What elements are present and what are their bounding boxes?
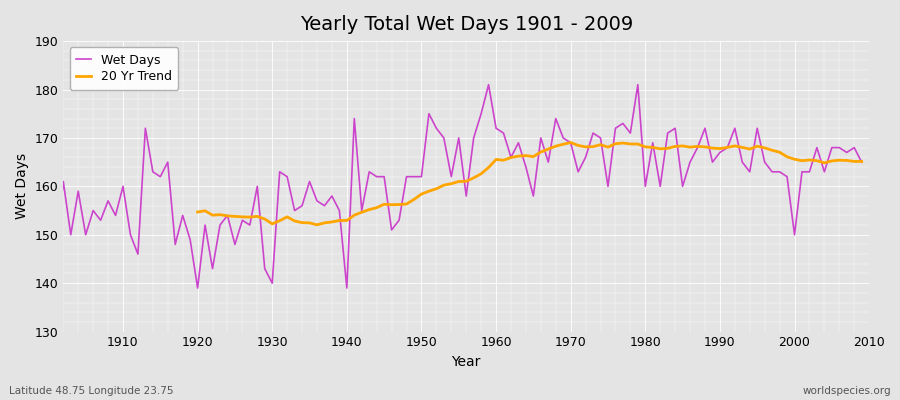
Wet Days: [327, 194, 338, 198]
X-axis label: Year: Year: [452, 355, 481, 369]
Wet Days: [483, 82, 494, 87]
20 Yr Trend: [274, 218, 285, 223]
Title: Yearly Total Wet Days 1901 - 2009: Yearly Total Wet Days 1901 - 2009: [300, 15, 633, 34]
20 Yr Trend: [319, 220, 329, 225]
20 Yr Trend: [491, 157, 501, 162]
Line: Wet Days: Wet Days: [56, 85, 861, 288]
20 Yr Trend: [856, 159, 867, 164]
Wet Days: [50, 247, 61, 252]
Line: 20 Yr Trend: 20 Yr Trend: [198, 142, 861, 225]
Text: Latitude 48.75 Longitude 23.75: Latitude 48.75 Longitude 23.75: [9, 386, 174, 396]
Y-axis label: Wet Days: Wet Days: [15, 153, 29, 220]
Wet Days: [856, 160, 867, 164]
Wet Days: [498, 131, 508, 136]
Wet Days: [282, 174, 292, 179]
Legend: Wet Days, 20 Yr Trend: Wet Days, 20 Yr Trend: [69, 47, 178, 90]
Wet Days: [110, 213, 121, 218]
Text: worldspecies.org: worldspecies.org: [803, 386, 891, 396]
Wet Days: [595, 136, 606, 140]
20 Yr Trend: [483, 165, 494, 170]
Wet Days: [506, 155, 517, 160]
Wet Days: [193, 286, 203, 290]
20 Yr Trend: [580, 144, 591, 149]
